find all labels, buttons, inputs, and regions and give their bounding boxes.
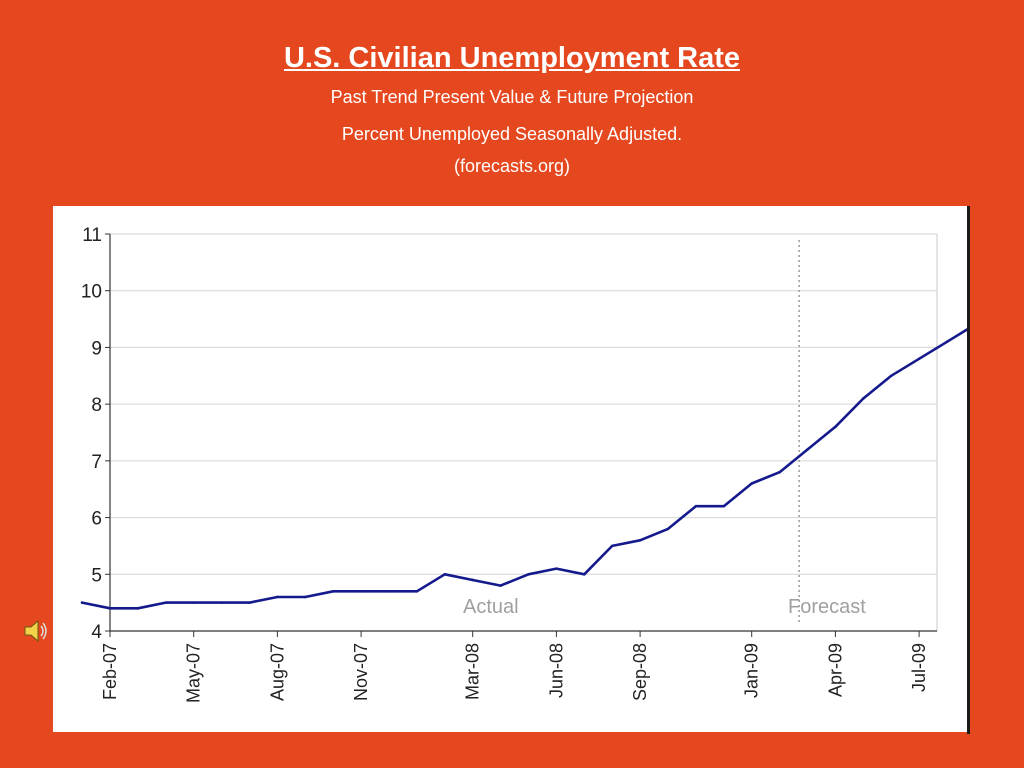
slide-subtitle: Past Trend Present Value & Future Projec… <box>330 87 694 107</box>
slide-source: (forecasts.org) <box>453 156 571 176</box>
y-tick-label: 8 <box>91 395 102 416</box>
data-point <box>583 572 586 576</box>
data-point <box>471 578 475 582</box>
x-tick-label: Jan-09 <box>742 643 762 698</box>
y-tick-label: 10 <box>81 282 102 303</box>
data-point <box>778 470 781 474</box>
data-point <box>834 425 837 429</box>
data-point <box>164 601 168 604</box>
data-point <box>192 601 195 604</box>
x-tick-label: Feb-07 <box>100 643 120 700</box>
data-point <box>248 601 251 604</box>
data-point <box>108 607 112 610</box>
slide-subtitle-units: Percent Unemployed Seasonally Adjusted. <box>341 124 683 144</box>
data-point <box>80 601 84 604</box>
data-point <box>499 584 502 587</box>
data-point <box>945 340 949 344</box>
data-point <box>415 590 419 593</box>
data-point <box>443 572 447 576</box>
data-point <box>555 567 558 570</box>
y-tick-label: 9 <box>91 338 102 359</box>
data-point <box>331 590 335 593</box>
data-point <box>862 397 865 400</box>
x-tick-label: May-07 <box>184 643 204 703</box>
speaker-icon-graphic <box>24 619 47 643</box>
data-point <box>610 544 614 548</box>
x-tick-label: Mar-08 <box>463 643 483 700</box>
data-point <box>136 607 140 610</box>
data-point <box>917 357 921 361</box>
x-tick-label: Nov-07 <box>351 643 371 701</box>
y-tick-label: 11 <box>82 225 102 246</box>
data-point <box>694 504 698 508</box>
data-point <box>304 595 307 599</box>
speaker-icon[interactable] <box>22 616 52 646</box>
data-point <box>889 374 893 378</box>
x-tick-label: Apr-09 <box>825 643 845 697</box>
forecast-region-label: Forecast <box>788 596 866 618</box>
chart-border <box>967 206 970 734</box>
x-tick-label: Sep-08 <box>630 643 650 701</box>
data-point <box>750 482 753 485</box>
actual-region-label: Actual <box>463 596 519 618</box>
data-point <box>666 527 670 531</box>
plot-area <box>109 233 938 632</box>
data-point <box>527 572 530 576</box>
x-tick-label: Aug-07 <box>267 643 287 701</box>
x-tick-label: Jul-09 <box>909 643 929 692</box>
unemployment-line-chart: 4 5 6 7 8 9 10 11 Feb-07 May-07 Aug-07 Nov-07 Mar-08… <box>80 225 1024 703</box>
data-point <box>359 590 363 593</box>
chart-panel: 4 5 6 7 8 9 10 11 Feb-07 May-07 Aug-07 Nov-07 Mar-08… <box>53 206 1024 732</box>
data-point <box>276 595 279 599</box>
data-point <box>387 590 391 593</box>
data-point <box>722 504 726 508</box>
x-tick-label: Jun-08 <box>546 643 566 698</box>
y-tick-label: 6 <box>91 509 102 530</box>
slide-title: U.S. Civilian Unemployment Rate <box>283 42 741 74</box>
data-point <box>806 448 809 451</box>
y-tick-label: 5 <box>91 565 102 586</box>
data-point <box>638 538 642 542</box>
data-point <box>220 601 223 604</box>
y-tick-label: 4 <box>91 622 102 643</box>
y-tick-label: 7 <box>91 452 102 473</box>
